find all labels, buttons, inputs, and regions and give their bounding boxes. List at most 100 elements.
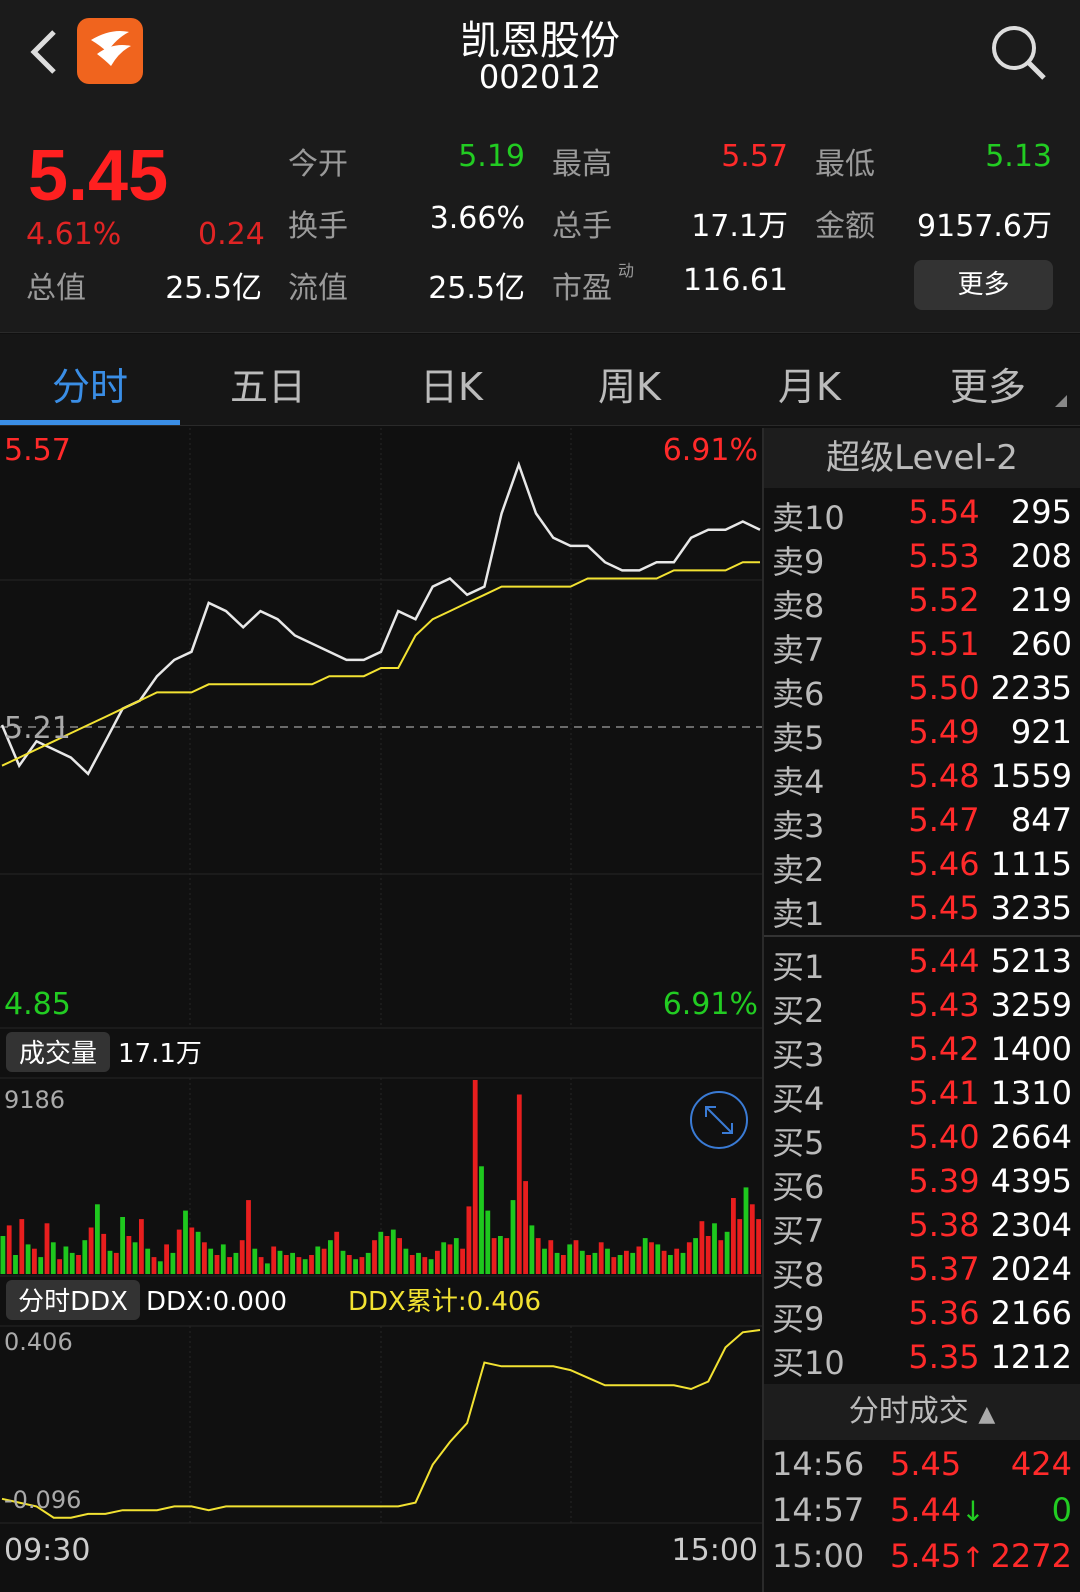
volume-bar [120, 1217, 125, 1274]
ask-label: 卖5 [772, 719, 825, 757]
back-arrow-icon[interactable] [24, 22, 64, 82]
volume-bar [309, 1255, 314, 1274]
volume-bar [466, 1206, 472, 1274]
volume-bar [101, 1233, 107, 1274]
ask-vol: 1559 [990, 757, 1072, 795]
tick-price-value: 5.45 [890, 1537, 962, 1575]
volume-bar [50, 1242, 56, 1274]
bid-price: 5.38 [908, 1206, 980, 1244]
bid-vol: 1310 [990, 1074, 1072, 1112]
bid-label: 买5 [772, 1124, 825, 1162]
turnover-label: 换手 [288, 209, 348, 244]
volume-bar [554, 1252, 560, 1274]
volume-bar [265, 1263, 270, 1274]
tick-volume: 0 [1051, 1491, 1072, 1529]
volume-bar [44, 1223, 50, 1274]
open-value: 5.19 [458, 139, 525, 174]
ask-price: 5.45 [908, 889, 980, 927]
volume-bar [485, 1210, 491, 1274]
ask-label: 卖7 [772, 631, 825, 669]
volume-bar [435, 1250, 440, 1274]
bid-row: 买4 5.41 1310 [764, 1072, 1080, 1118]
price-lines [0, 460, 761, 776]
bid-vol: 2664 [990, 1118, 1072, 1156]
panel-divider [762, 428, 764, 1592]
volume-bar [605, 1248, 610, 1274]
volume-bar [283, 1255, 289, 1274]
bid-price: 5.36 [908, 1294, 980, 1332]
volume-bar [296, 1257, 302, 1274]
bid-vol: 3259 [990, 986, 1072, 1024]
volume-bar [139, 1219, 144, 1274]
volume-bar [290, 1252, 295, 1274]
bid-label: 买8 [772, 1256, 825, 1294]
float-value: 25.5亿 [428, 271, 525, 306]
volume-bar [239, 1240, 245, 1274]
volume-bar [145, 1248, 151, 1274]
low-value: 5.13 [985, 139, 1052, 174]
volume-bar [189, 1227, 195, 1274]
caret-up-icon: ▲ [978, 1402, 996, 1427]
tab-monthly-k[interactable]: 月K [778, 365, 841, 409]
bid-price: 5.40 [908, 1118, 980, 1156]
ddx-label-box[interactable] [6, 1280, 140, 1320]
tab-intraday[interactable]: 分时 [52, 365, 129, 409]
volume-bar [57, 1259, 62, 1274]
ddx-top-label: 0.406 [4, 1328, 73, 1356]
ask-vol: 260 [1010, 625, 1072, 663]
volume-bar [630, 1252, 636, 1274]
volume-bar [409, 1255, 415, 1274]
app-logo-icon [77, 18, 143, 84]
search-icon[interactable] [986, 20, 1050, 84]
average-price-line [1, 561, 760, 767]
bid-row: 买6 5.39 4395 [764, 1160, 1080, 1206]
bid-vol: 1212 [990, 1338, 1072, 1376]
ask-vol: 847 [1010, 801, 1072, 839]
float-value-label: 流值 [288, 271, 348, 306]
volume-bar [277, 1250, 283, 1274]
volume-bar [479, 1166, 484, 1274]
book-divider [764, 935, 1080, 937]
volume-bar [220, 1244, 226, 1274]
tab-more[interactable]: 更多 [950, 365, 1027, 409]
tab-daily-k[interactable]: 日K [420, 365, 483, 409]
total-value: 25.5亿 [165, 271, 262, 306]
ddx-bottom-label: -0.096 [4, 1486, 81, 1514]
volume-bar [535, 1238, 541, 1274]
bid-label: 买3 [772, 1036, 825, 1074]
ask-vol: 219 [1010, 581, 1072, 619]
volume-bar [686, 1242, 692, 1274]
bid-label: 买1 [772, 948, 825, 986]
ask-row: 卖6 5.50 2235 [764, 667, 1080, 713]
bid-row: 买2 5.43 3259 [764, 984, 1080, 1030]
time-start-label: 09:30 [4, 1533, 90, 1568]
price-grid [0, 428, 762, 1524]
level2-title[interactable]: 超级Level-2 [764, 428, 1080, 488]
amount-value: 9157.6万 [917, 209, 1052, 244]
ask-row: 卖8 5.52 219 [764, 579, 1080, 625]
volume-bar [113, 1252, 119, 1274]
bid-label: 买6 [772, 1168, 825, 1206]
chart-area[interactable]: 5.57 6.91% 5.21 4.85 6.91% 成交量 17.1万 918… [0, 428, 762, 1592]
volume-label-box[interactable] [6, 1032, 110, 1072]
bid-row: 买3 5.42 1400 [764, 1028, 1080, 1074]
tick-price: 5.45↑ [890, 1537, 985, 1575]
volume-bar [82, 1240, 88, 1274]
volume-bar [491, 1238, 497, 1274]
ask-row: 卖10 5.54 295 [764, 491, 1080, 537]
ddx-cumulative: DDX累计:0.406 [348, 1287, 541, 1317]
expand-icon[interactable] [690, 1091, 748, 1149]
tick-time: 14:56 [772, 1445, 865, 1483]
tab-weekly-k[interactable]: 周K [598, 365, 661, 409]
ticks-title[interactable]: 分时成交 ▲ [764, 1384, 1080, 1440]
bid-price: 5.39 [908, 1162, 980, 1200]
volume-bar [592, 1252, 598, 1274]
tab-five-day[interactable]: 五日 [230, 365, 307, 409]
ask-row: 卖2 5.46 1115 [764, 843, 1080, 889]
more-button[interactable]: 更多 [914, 260, 1053, 310]
volume-bar [724, 1231, 730, 1274]
volume-bar [6, 1225, 12, 1274]
low-label: 最低 [815, 147, 875, 182]
intraday-chart: 5.57 6.91% 5.21 4.85 6.91% 成交量 17.1万 918… [0, 428, 762, 1568]
quote-panel: 5.45 4.61% 0.24 总值 25.5亿 今开 5.19 最高 5.57… [0, 125, 1080, 333]
